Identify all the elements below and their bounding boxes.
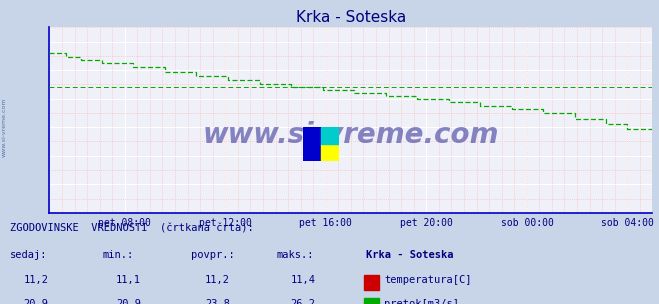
Text: Krka - Soteska: Krka - Soteska	[366, 250, 453, 260]
Text: min.:: min.:	[102, 250, 133, 260]
Bar	[364, 275, 379, 289]
Text: 11,4: 11,4	[291, 275, 316, 285]
Text: 23,8: 23,8	[205, 299, 230, 304]
Title: Krka - Soteska: Krka - Soteska	[296, 10, 406, 25]
Text: temperatura[C]: temperatura[C]	[384, 275, 472, 285]
Text: 20,9: 20,9	[24, 299, 49, 304]
Text: 26,2: 26,2	[291, 299, 316, 304]
Text: ZGODOVINSKE  VREDNOSTI  (črtkana črta):: ZGODOVINSKE VREDNOSTI (črtkana črta):	[10, 223, 254, 233]
Bar	[364, 298, 379, 304]
Text: 11,2: 11,2	[205, 275, 230, 285]
Text: sedaj:: sedaj:	[10, 250, 47, 260]
Text: 11,1: 11,1	[116, 275, 141, 285]
Text: povpr.:: povpr.:	[191, 250, 235, 260]
Text: pretok[m3/s]: pretok[m3/s]	[384, 299, 459, 304]
Text: 11,2: 11,2	[24, 275, 49, 285]
Text: www.si-vreme.com: www.si-vreme.com	[2, 98, 7, 157]
Text: maks.:: maks.:	[277, 250, 314, 260]
Text: 20,9: 20,9	[116, 299, 141, 304]
Text: www.si-vreme.com: www.si-vreme.com	[203, 121, 499, 149]
